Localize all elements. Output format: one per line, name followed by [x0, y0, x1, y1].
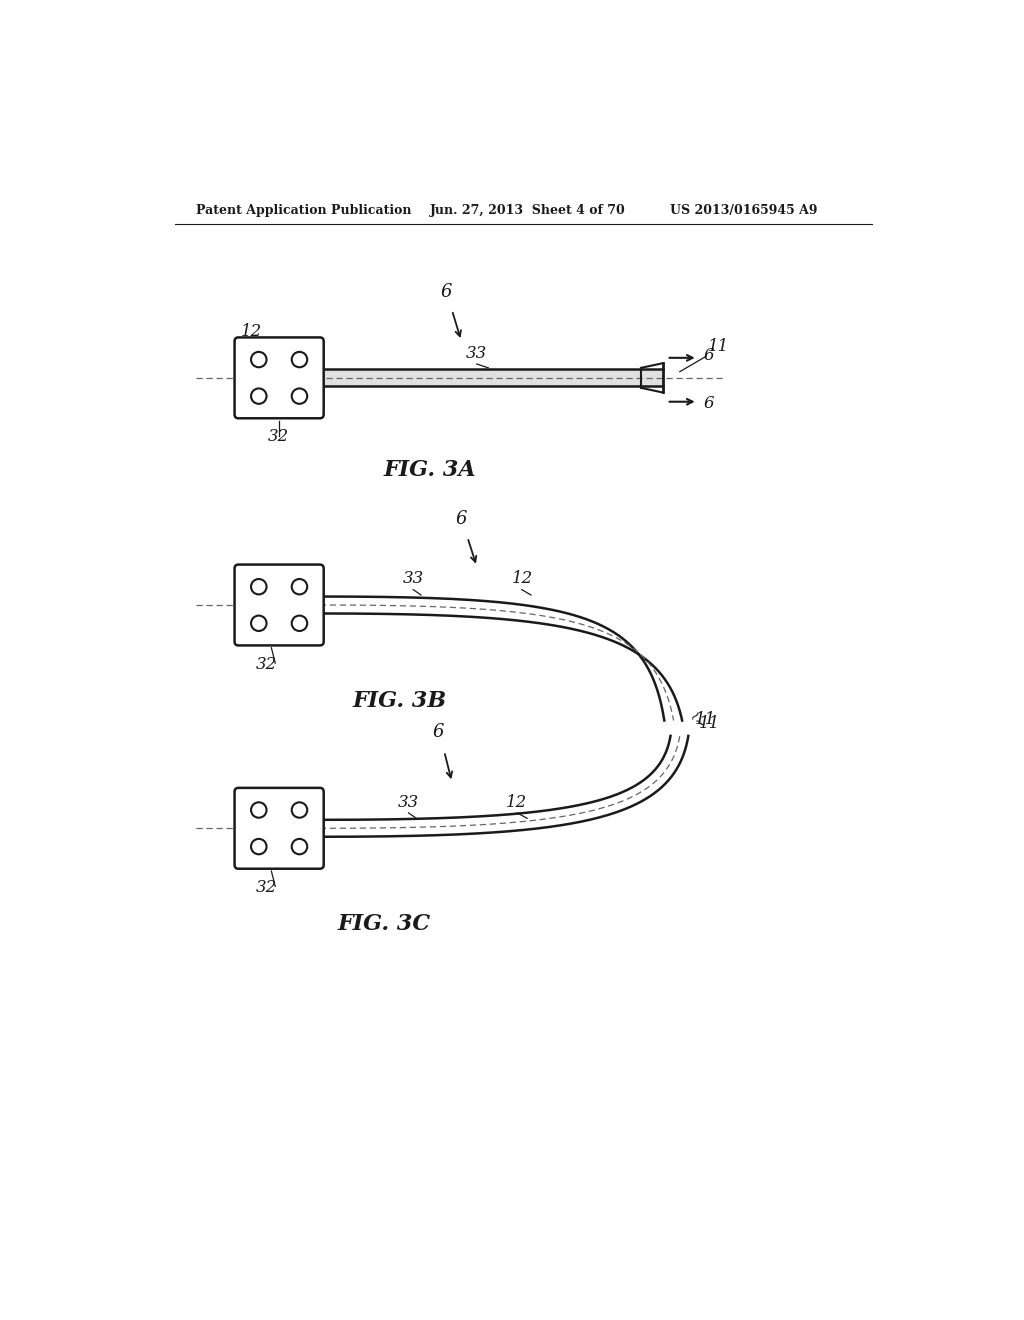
Text: 6: 6: [703, 347, 715, 364]
Text: US 2013/0165945 A9: US 2013/0165945 A9: [671, 205, 818, 218]
Text: FIG. 3B: FIG. 3B: [352, 690, 446, 711]
Text: 33: 33: [397, 793, 419, 810]
FancyBboxPatch shape: [234, 565, 324, 645]
Text: 11: 11: [699, 715, 721, 733]
Text: 11: 11: [708, 338, 729, 355]
FancyBboxPatch shape: [234, 338, 324, 418]
FancyBboxPatch shape: [234, 788, 324, 869]
Text: 32: 32: [256, 656, 278, 672]
Text: 6: 6: [432, 723, 443, 742]
Text: 12: 12: [512, 570, 532, 587]
Text: ~: ~: [686, 708, 705, 725]
Text: 33: 33: [403, 570, 424, 587]
Text: 33: 33: [466, 345, 487, 362]
Text: 12: 12: [241, 322, 261, 339]
Text: 6: 6: [456, 510, 467, 528]
Bar: [319, 370, 663, 387]
Text: 6: 6: [440, 282, 452, 301]
Text: 32: 32: [267, 429, 289, 445]
Text: ~: ~: [690, 715, 707, 733]
Text: FIG. 3C: FIG. 3C: [337, 913, 430, 936]
Text: 11: 11: [695, 711, 717, 729]
Text: Patent Application Publication: Patent Application Publication: [197, 205, 412, 218]
Text: 32: 32: [256, 879, 278, 896]
Text: 12: 12: [506, 793, 527, 810]
Text: Jun. 27, 2013  Sheet 4 of 70: Jun. 27, 2013 Sheet 4 of 70: [430, 205, 626, 218]
Text: FIG. 3A: FIG. 3A: [384, 459, 476, 480]
Text: 6: 6: [703, 395, 715, 412]
